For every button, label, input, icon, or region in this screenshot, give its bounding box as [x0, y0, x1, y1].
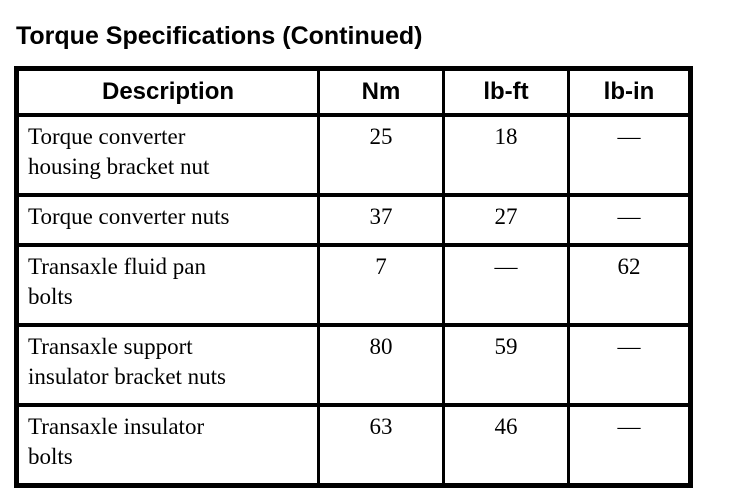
cell-lbin: 62: [567, 242, 692, 327]
cell-nm: 25: [317, 112, 445, 197]
cell-lbin: —: [567, 322, 692, 407]
cell-description: Torque converter housing bracket nut: [15, 112, 320, 197]
cell-description: Transaxle fluid pan bolts: [15, 242, 320, 327]
cell-lbin: —: [567, 112, 692, 197]
column-header-lbft: lb-ft: [442, 66, 570, 117]
cell-lbft: 18: [442, 112, 570, 197]
cell-lbin: —: [567, 402, 692, 487]
column-header-lbin: lb-in: [567, 66, 692, 117]
cell-lbft: 46: [442, 402, 570, 487]
cell-lbft: 27: [442, 192, 570, 247]
torque-spec-table: Description Nm lb-ft lb-in Torque conver…: [14, 66, 693, 488]
cell-description: Transaxle insulator bolts: [15, 402, 320, 487]
column-header-description: Description: [15, 66, 320, 117]
cell-nm: 7: [317, 242, 445, 327]
cell-description: Transaxle support insulator bracket nuts: [15, 322, 320, 407]
table-row: Transaxle support insulator bracket nuts…: [15, 322, 692, 407]
table-row: Transaxle fluid pan bolts 7 — 62: [15, 242, 692, 327]
cell-lbft: —: [442, 242, 570, 327]
table-row: Transaxle insulator bolts 63 46 —: [15, 402, 692, 487]
cell-nm: 63: [317, 402, 445, 487]
cell-lbin: —: [567, 192, 692, 247]
table-header-row: Description Nm lb-ft lb-in: [15, 66, 692, 117]
table-row: Torque converter housing bracket nut 25 …: [15, 112, 692, 197]
column-header-nm: Nm: [317, 66, 445, 117]
cell-lbft: 59: [442, 322, 570, 407]
table-row: Torque converter nuts 37 27 —: [15, 192, 692, 247]
cell-nm: 37: [317, 192, 445, 247]
cell-nm: 80: [317, 322, 445, 407]
page-title: Torque Specifications (Continued): [16, 22, 423, 50]
cell-description: Torque converter nuts: [15, 192, 320, 247]
